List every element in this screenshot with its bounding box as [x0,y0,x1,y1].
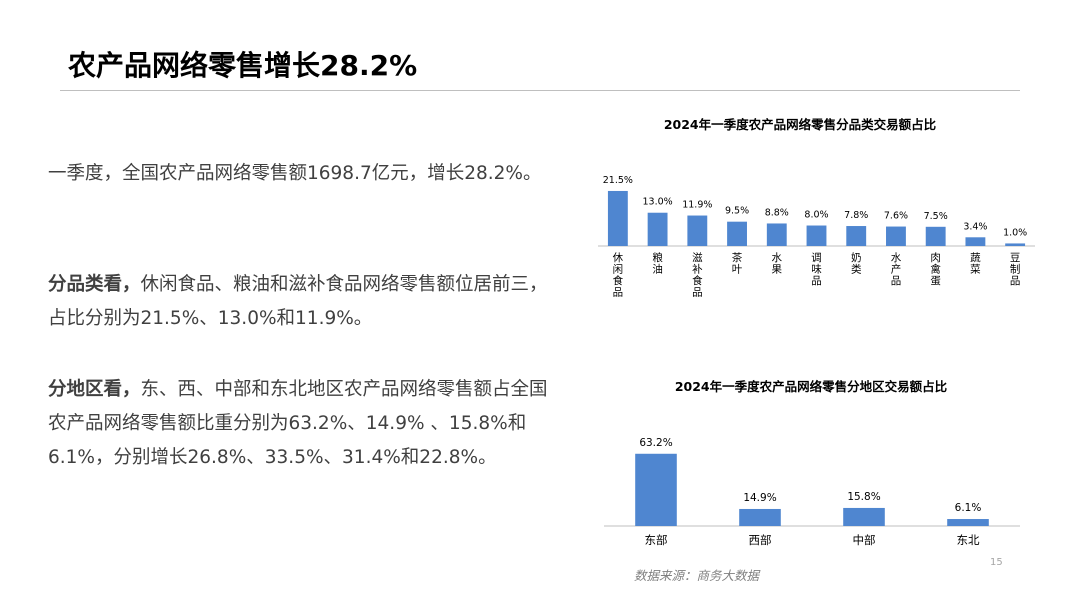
title-divider [60,90,1020,91]
data-label: 1.0% [1003,227,1027,238]
category-label: 粮油 [652,251,663,276]
bar [843,507,885,526]
slide-title: 农产品网络零售增长28.2% [68,49,418,82]
data-label: 8.8% [765,207,789,218]
category-label: 调味品 [811,252,822,287]
data-source: 数据来源：商务大数据 [634,568,760,583]
category-text: 休闲食品、粮油和滋补食品网络零售额位居前三，占比分别为21.5%、13.0%和1… [48,274,548,329]
data-label: 13.0% [642,197,672,208]
data-label: 8.0% [804,210,828,221]
category-label: 滋补食品 [692,251,703,299]
category-label: 茶叶 [732,251,743,276]
data-label: 3.4% [963,221,987,232]
category-label: 东部 [645,533,668,547]
data-label: 14.9% [743,492,776,504]
category-label: 蔬菜 [970,252,981,276]
data-label: 63.2% [639,437,672,449]
region-text: 东、西、中部和东北地区农产品网络零售额占全国农产品网络零售额比重分别为63.2%… [48,379,548,468]
page-number: 15 [990,557,1003,568]
bar [687,215,708,246]
bar [1005,243,1026,246]
category-label: 肉禽蛋 [930,251,941,287]
category-bar-chart: 21.5% 休闲食品 13.0% 粮油 11.9% 滋补食品 9.5% 茶叶 8.8% 水果 8.0… [598,175,1035,299]
bar [739,508,781,526]
category-label: 水果 [772,252,783,276]
bar [925,226,946,246]
category-label: 东北 [957,533,980,547]
region-chart-title: 2024年一季度农产品网络零售分地区交易额占比 [674,379,948,394]
category-label: 水产品 [891,252,902,287]
bar [806,225,827,246]
data-label: 7.5% [924,211,948,222]
bar [647,212,668,246]
bar [607,190,628,246]
category-lead: 分品类看， [48,274,141,295]
bar [727,221,747,246]
bar [766,223,787,246]
category-paragraph: 分品类看，休闲食品、粮油和滋补食品网络零售额位居前三，占比分别为21.5%、13… [48,268,553,336]
data-label: 6.1% [955,502,982,514]
data-label: 11.9% [682,200,712,211]
data-label: 7.6% [884,211,908,222]
summary-text: 一季度，全国农产品网络零售额1698.7亿元，增长28.2%。 [48,163,542,184]
category-label: 奶类 [851,252,862,276]
data-label: 9.5% [725,206,749,217]
region-lead: 分地区看， [48,379,141,400]
data-label: 7.8% [844,210,868,221]
data-label: 15.8% [847,491,880,503]
bar [965,237,986,246]
category-label: 休闲食品 [613,252,624,299]
region-paragraph: 分地区看，东、西、中部和东北地区农产品网络零售额占全国农产品网络零售额比重分别为… [48,373,553,475]
category-label: 中部 [853,533,876,547]
bar [846,226,867,246]
category-chart-title: 2024年一季度农产品网络零售分品类交易额占比 [663,117,937,132]
bar [635,453,677,526]
summary-paragraph: 一季度，全国农产品网络零售额1698.7亿元，增长28.2%。 [48,157,553,191]
category-label: 西部 [749,533,772,547]
category-label: 豆制品 [1010,252,1021,287]
bar [947,519,989,526]
region-bar-chart: 63.2% 东部 14.9% 西部 15.8% 中部 6.1% 东北 [604,437,1020,547]
bar [886,226,906,246]
data-label: 21.5% [603,175,633,186]
